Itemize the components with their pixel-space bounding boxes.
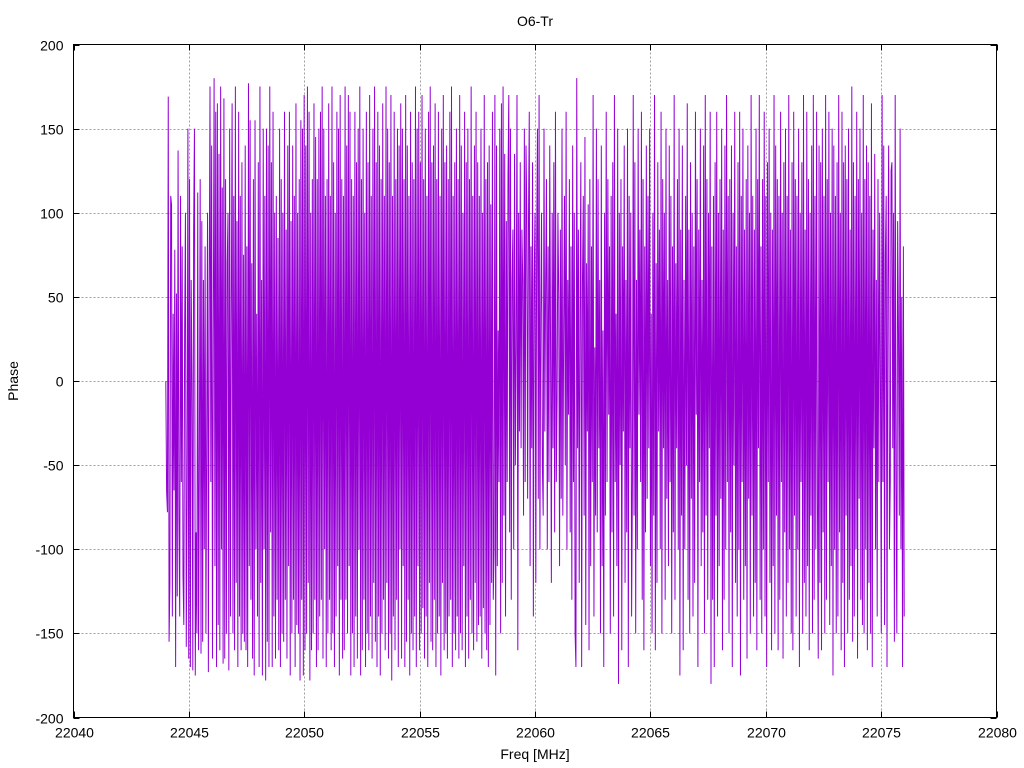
y-tick-label: -50	[43, 458, 63, 474]
y-axis-label: Phase	[5, 361, 21, 401]
x-tick-label: 22070	[747, 725, 786, 741]
y-tick-label: 100	[40, 206, 64, 222]
x-tick-label: 22060	[516, 725, 555, 741]
x-tick-label: 22045	[170, 725, 209, 741]
x-axis-label: Freq [MHz]	[500, 746, 569, 762]
x-tick-label: 22040	[55, 725, 94, 741]
y-tick-label: -200	[35, 711, 63, 727]
y-tick-label: -100	[35, 542, 63, 558]
x-tick-label: 22075	[862, 725, 901, 741]
axes: 22040 22045 22050 22055 22060 22065 22070 22075…	[35, 38, 1017, 741]
y-tick-label: -150	[35, 626, 63, 642]
x-tick-label: 22080	[978, 725, 1017, 741]
y-tick-label: 50	[48, 290, 64, 306]
y-tick-label: 200	[40, 38, 64, 54]
y-tick-label: 0	[56, 374, 64, 390]
x-tick-label: 22065	[631, 725, 670, 741]
x-tick-label: 22050	[285, 725, 324, 741]
x-tick-label: 22055	[401, 725, 440, 741]
chart-title: O6-Tr	[517, 13, 553, 29]
y-tick-label: 150	[40, 122, 64, 138]
series-line	[165, 78, 905, 684]
